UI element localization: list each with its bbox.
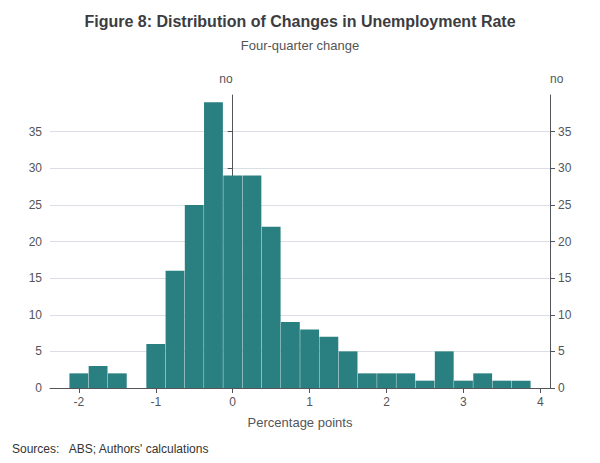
svg-text:no: no	[219, 72, 233, 86]
svg-text:2: 2	[383, 395, 390, 409]
svg-text:5: 5	[35, 344, 42, 358]
svg-text:3: 3	[460, 395, 467, 409]
svg-text:Figure 8: Distribution of Chan: Figure 8: Distribution of Changes in Une…	[84, 13, 515, 30]
svg-text:0: 0	[35, 381, 42, 395]
svg-text:4: 4	[537, 395, 544, 409]
svg-text:-2: -2	[74, 395, 85, 409]
svg-text:25: 25	[29, 198, 43, 212]
svg-text:15: 15	[558, 271, 572, 285]
svg-text:Sources: ABS; Authors' calcu: Sources: ABS; Authors' calculations	[12, 442, 208, 456]
svg-text:10: 10	[558, 308, 572, 322]
svg-text:Four-quarter change: Four-quarter change	[241, 38, 360, 53]
svg-text:35: 35	[29, 125, 43, 139]
svg-text:30: 30	[558, 161, 572, 175]
svg-text:20: 20	[29, 235, 43, 249]
svg-text:0: 0	[229, 395, 236, 409]
svg-text:no: no	[550, 72, 564, 86]
svg-text:25: 25	[558, 198, 572, 212]
svg-text:35: 35	[558, 125, 572, 139]
svg-text:5: 5	[558, 344, 565, 358]
svg-text:-1: -1	[150, 395, 161, 409]
svg-text:0: 0	[558, 381, 565, 395]
svg-text:Percentage points: Percentage points	[248, 415, 353, 430]
svg-text:20: 20	[558, 235, 572, 249]
svg-text:15: 15	[29, 271, 43, 285]
svg-text:10: 10	[29, 308, 43, 322]
svg-text:1: 1	[306, 395, 313, 409]
svg-text:30: 30	[29, 161, 43, 175]
